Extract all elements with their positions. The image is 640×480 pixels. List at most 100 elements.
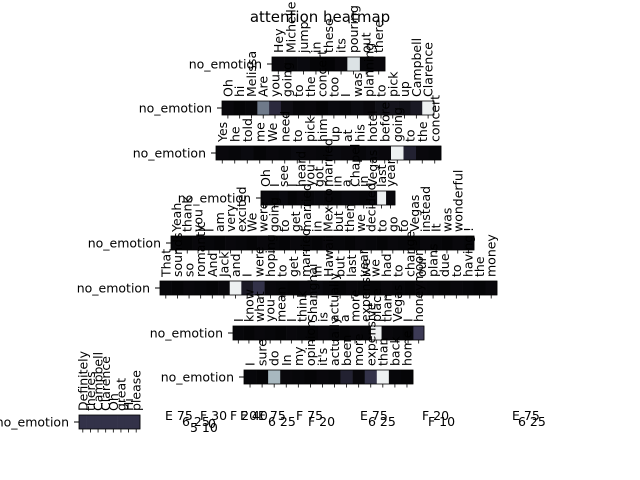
heatmap-cell [296, 191, 306, 205]
row-label: no_emotion [150, 326, 223, 341]
token-label: what [252, 291, 267, 322]
bottom-tick-label: 6 25 [182, 414, 210, 429]
token-label: In [279, 354, 294, 366]
heatmap-cell [275, 326, 287, 340]
row-label: no_emotion [189, 57, 262, 72]
heatmap-cell [266, 146, 279, 160]
token-label: a [337, 314, 352, 322]
token-label: Yes [215, 122, 230, 143]
heatmap-cell [79, 415, 87, 429]
token-label: actually [326, 272, 341, 322]
heatmap-cell [256, 370, 269, 384]
bottom-tick-label: E 75 [258, 408, 286, 423]
token-label: back [387, 336, 402, 366]
bottom-tick-label: 0 [208, 416, 216, 431]
token-label: out [359, 32, 374, 53]
heatmap-cell [160, 281, 172, 295]
heatmap-cell [328, 370, 341, 384]
heatmap-cell [341, 191, 351, 205]
token-label: concert [315, 50, 330, 97]
heatmap-cell [287, 281, 300, 295]
token-label: I [243, 362, 258, 366]
token-label: to [402, 129, 417, 142]
token-label: and [228, 253, 243, 277]
heatmap-cell [297, 57, 310, 71]
bottom-tick-label: 6 25 [518, 414, 546, 429]
heatmap-cell [376, 236, 388, 250]
heatmap-cell [328, 146, 342, 160]
heatmap-cell [269, 191, 280, 205]
heatmap-cell [370, 326, 382, 340]
token-label: excited [234, 186, 249, 232]
heatmap-row: no_emotionYeahthankyouIamveryexcitedWewe… [88, 170, 476, 254]
token-label: Chapel [347, 144, 362, 187]
heatmap-cell [334, 281, 347, 295]
token-label: Vegas [365, 150, 380, 187]
heatmap-cell [441, 236, 453, 250]
heatmap-cell [363, 101, 376, 115]
token-label: pick [385, 71, 400, 97]
bottom-tick-label: E 40 [240, 408, 268, 423]
heatmap-cell [359, 57, 373, 71]
heatmap-cell [284, 57, 298, 71]
bottom-tick-label: 5 10 [190, 420, 218, 435]
token-label: was [439, 208, 454, 232]
heatmap-cell [422, 101, 435, 115]
heatmap-cell [419, 236, 432, 250]
token-label: And [205, 253, 220, 277]
heatmap-cell [339, 101, 352, 115]
heatmap-cell [311, 236, 323, 250]
token-label: decided [364, 182, 379, 232]
token-label: to [375, 219, 390, 232]
token-label: Oh [220, 79, 235, 97]
heatmap-cell [171, 281, 184, 295]
token-label: honeymoon [411, 248, 426, 322]
token-label: thank [180, 196, 195, 232]
heatmap-cell [381, 326, 393, 340]
token-label: his [352, 124, 367, 142]
heatmap-cell [452, 236, 464, 250]
token-label: Clarence [98, 356, 113, 411]
heatmap-cell [351, 101, 364, 115]
heatmap-cell [132, 415, 141, 429]
heatmap-cell [309, 57, 323, 71]
token-label: go [385, 216, 400, 232]
token-label: I [201, 228, 216, 232]
heatmap-cell [398, 101, 411, 115]
heatmap-cell [349, 326, 361, 340]
heatmap-cell [194, 281, 207, 295]
token-label: was [350, 73, 365, 97]
token-label: I [285, 183, 300, 187]
heatmap-cell [222, 101, 235, 115]
token-label: in [309, 266, 324, 277]
token-label: Michelle [283, 1, 298, 53]
heatmap-cell [206, 281, 219, 295]
token-label: Campbell [409, 38, 424, 97]
token-label: had [379, 253, 394, 277]
heatmap-cell [428, 146, 442, 160]
token-label: We [265, 122, 280, 142]
heatmap-cell [214, 236, 226, 250]
heatmap-cell [416, 146, 429, 160]
token-label: I [231, 318, 246, 322]
token-label: married [298, 228, 313, 277]
token-label: him [315, 118, 330, 142]
row-frame [221, 100, 435, 116]
token-label: these [321, 18, 336, 53]
heatmap-cell [375, 101, 388, 115]
heatmap-cell [328, 101, 341, 115]
heatmap-cell [378, 146, 392, 160]
token-label: but [333, 256, 348, 277]
token-label: more [351, 333, 366, 366]
heatmap-cell [438, 281, 451, 295]
heatmap-cell [246, 236, 258, 250]
token-label: Hi [121, 398, 136, 411]
heatmap-cell [257, 236, 269, 250]
token-label: expensive [363, 302, 378, 366]
heatmap-cell [303, 146, 317, 160]
row-frame [78, 414, 141, 430]
token-label: wonderful [450, 170, 465, 232]
heatmap-cell [244, 370, 257, 384]
token-label: mean [273, 287, 288, 322]
heatmap-cell [269, 101, 282, 115]
